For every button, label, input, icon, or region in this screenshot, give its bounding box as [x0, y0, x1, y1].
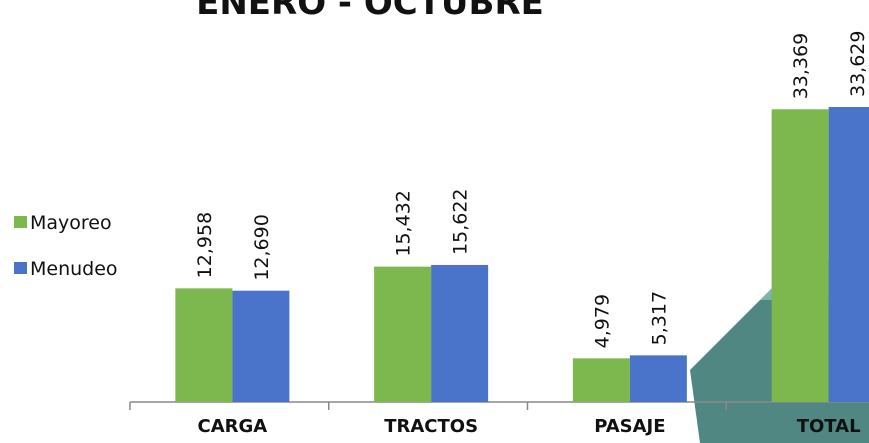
- legend-label: Menudeo: [30, 258, 118, 280]
- legend-label: Mayoreo: [30, 212, 112, 234]
- value-label: 4,979: [591, 294, 613, 348]
- x-tick-label: TOTAL: [797, 416, 861, 437]
- x-tick-label: CARGA: [198, 416, 268, 437]
- chart-title: ENERO - OCTUBRE: [196, 0, 544, 23]
- legend-swatch: [14, 262, 27, 274]
- bar: [771, 109, 829, 403]
- bar: [629, 355, 687, 402]
- bar: [232, 290, 290, 402]
- value-label: 12,690: [251, 214, 273, 280]
- value-label: 15,622: [450, 188, 472, 254]
- value-label: 15,432: [393, 190, 415, 256]
- x-tick-label: PASAJE: [594, 416, 665, 437]
- bar: [175, 288, 233, 402]
- bar: [374, 266, 432, 402]
- value-label: 12,958: [194, 212, 216, 278]
- value-label: 33,369: [790, 33, 812, 99]
- x-tick-label: TRACTOS: [384, 416, 478, 437]
- value-label: 5,317: [648, 291, 670, 345]
- value-label: 33,629: [847, 31, 869, 97]
- bar: [572, 358, 630, 402]
- bar: [828, 107, 869, 402]
- legend-swatch: [14, 216, 27, 228]
- bar: [431, 264, 489, 402]
